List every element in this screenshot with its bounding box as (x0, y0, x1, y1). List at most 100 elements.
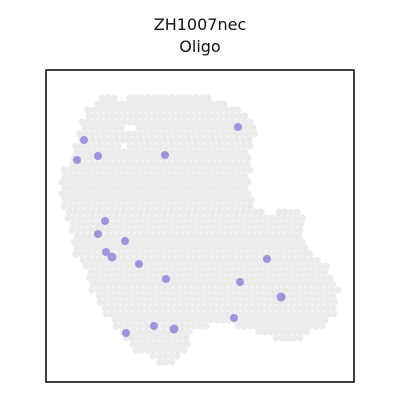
tissue-spot (293, 292, 301, 300)
tissue-spot (214, 262, 222, 270)
tissue-spot (105, 124, 113, 132)
tissue-spot (169, 112, 177, 120)
tissue-spot (191, 208, 199, 216)
tissue-spot (145, 148, 153, 156)
tissue-spot (120, 106, 128, 114)
tissue-spot (97, 196, 105, 204)
tissue-spot (222, 250, 230, 258)
tissue-spot (168, 94, 176, 102)
tissue-spot (139, 184, 147, 192)
tissue-spot (263, 292, 271, 300)
highlighted-spot (94, 152, 102, 160)
tissue-spot (118, 178, 126, 186)
tissue-spot (113, 292, 121, 300)
tissue-spot (135, 340, 143, 348)
tissue-spot (234, 166, 242, 174)
tissue-spot (150, 250, 158, 258)
tissue-spot (109, 112, 117, 120)
highlighted-spot (276, 292, 286, 302)
tissue-spot (233, 292, 241, 300)
highlighted-spot (161, 151, 169, 159)
tissue-spot (124, 262, 132, 270)
tissue-spot (166, 130, 174, 138)
tissue-spot (156, 118, 164, 126)
tissue-spot (251, 208, 259, 216)
tissue-spot (237, 220, 245, 228)
tissue-spot (173, 280, 181, 288)
tissue-spot (171, 340, 179, 348)
tissue-spot (189, 124, 197, 132)
tissue-spot (193, 196, 201, 204)
tissue-spot (96, 202, 104, 210)
tissue-spot (221, 208, 229, 216)
tissue-spot (235, 148, 243, 156)
tissue-spot (209, 208, 217, 216)
tissue-spot (162, 106, 170, 114)
tissue-spot (166, 190, 174, 198)
tissue-spot (190, 178, 198, 186)
tissue-spot (194, 274, 202, 282)
tissue-spot (105, 160, 113, 168)
tissue-spot (95, 208, 103, 216)
tissue-spot (76, 130, 84, 138)
tissue-spot (243, 124, 251, 132)
tissue-spot (102, 106, 110, 114)
tissue-spot (172, 154, 180, 162)
tissue-spot (153, 340, 161, 348)
tissue-spot (200, 274, 208, 282)
tissue-spot (223, 112, 231, 120)
tissue-spot (208, 286, 216, 294)
tissue-spot (132, 106, 140, 114)
tissue-spot (258, 250, 266, 258)
tissue-spot (174, 118, 182, 126)
tissue-spot (124, 322, 132, 330)
tissue-spot (303, 328, 311, 336)
tissue-spot (199, 172, 207, 180)
tissue-spot (217, 112, 225, 120)
tissue-spot (168, 310, 176, 318)
tissue-spot (309, 268, 317, 276)
tissue-spot (119, 280, 127, 288)
tissue-spot (190, 130, 198, 138)
tissue-spot (192, 298, 200, 306)
tissue-spot (113, 304, 121, 312)
tissue-spot (214, 178, 222, 186)
tissue-spot (157, 232, 165, 240)
tissue-spot (321, 268, 329, 276)
tissue-spot (315, 316, 323, 324)
tissue-spot (215, 136, 223, 144)
tissue-spot (213, 124, 221, 132)
tissue-spot (115, 148, 123, 156)
tissue-spot (244, 178, 252, 186)
tissue-spot (191, 280, 199, 288)
tissue-spot (165, 124, 173, 132)
tissue-spot (115, 112, 123, 120)
tissue-spot (241, 112, 249, 120)
tissue-spot (287, 292, 295, 300)
tissue-spot (165, 316, 173, 324)
tissue-spot (72, 250, 80, 258)
tissue-spot (214, 130, 222, 138)
tissue-spot (204, 142, 212, 150)
tissue-spot (182, 274, 190, 282)
tissue-spot (131, 280, 139, 288)
tissue-spot (187, 244, 195, 252)
tissue-spot (124, 130, 132, 138)
tissue-spot (96, 250, 104, 258)
tissue-spot (175, 172, 183, 180)
tissue-spot (131, 292, 139, 300)
tissue-spot (204, 250, 212, 258)
tissue-spot (254, 274, 262, 282)
tissue-spot (118, 214, 126, 222)
tissue-spot (196, 130, 204, 138)
tissue-spot (70, 178, 78, 186)
tissue-spot (100, 154, 108, 162)
tissue-spot (133, 184, 141, 192)
tissue-spot (220, 154, 228, 162)
tissue-spot (215, 292, 223, 300)
tissue-spot (246, 118, 254, 126)
tissue-spot (106, 262, 114, 270)
tissue-spot (141, 268, 149, 276)
tissue-spot (131, 328, 139, 336)
tissue-spot (283, 232, 291, 240)
